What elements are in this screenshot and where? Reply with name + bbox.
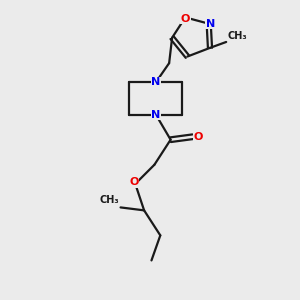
Text: N: N — [151, 77, 160, 87]
Text: O: O — [193, 132, 203, 142]
Text: CH₃: CH₃ — [228, 31, 247, 40]
Text: N: N — [206, 19, 215, 29]
Text: N: N — [151, 110, 160, 120]
Text: O: O — [129, 177, 139, 188]
Text: O: O — [181, 14, 190, 24]
Text: CH₃: CH₃ — [100, 195, 119, 205]
